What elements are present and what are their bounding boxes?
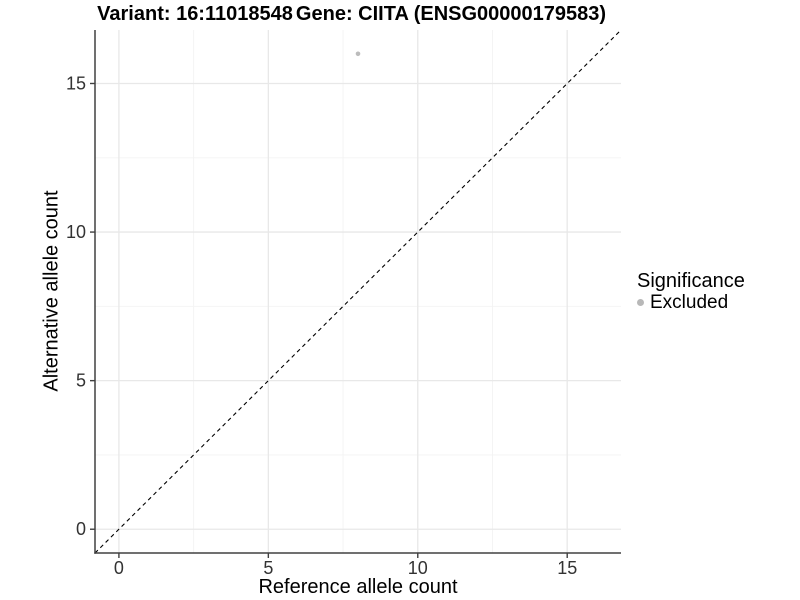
x-tick-label: 5 bbox=[263, 558, 273, 578]
x-tick-label: 15 bbox=[557, 558, 577, 578]
identity-line bbox=[94, 29, 622, 554]
legend-point-icon bbox=[637, 299, 644, 306]
legend: Significance Excluded bbox=[637, 270, 745, 313]
y-tick-label: 0 bbox=[76, 519, 86, 539]
legend-item-label: Excluded bbox=[650, 292, 729, 313]
legend-item-excluded: Excluded bbox=[637, 292, 745, 313]
data-point bbox=[355, 51, 361, 57]
legend-title: Significance bbox=[637, 270, 745, 292]
plot-title-variant: Variant: 16:11018548 bbox=[97, 3, 293, 25]
x-tick-label: 10 bbox=[408, 558, 428, 578]
y-axis-title: Alternative allele count bbox=[40, 190, 63, 392]
x-axis-title: Reference allele count bbox=[258, 576, 458, 598]
plot-title-gene: Gene: CIITA (ENSG00000179583) bbox=[295, 3, 607, 25]
y-tick-label: 5 bbox=[76, 371, 86, 391]
x-tick-label: 0 bbox=[114, 558, 124, 578]
y-tick-label: 15 bbox=[66, 73, 86, 93]
y-tick-label: 10 bbox=[66, 222, 86, 242]
